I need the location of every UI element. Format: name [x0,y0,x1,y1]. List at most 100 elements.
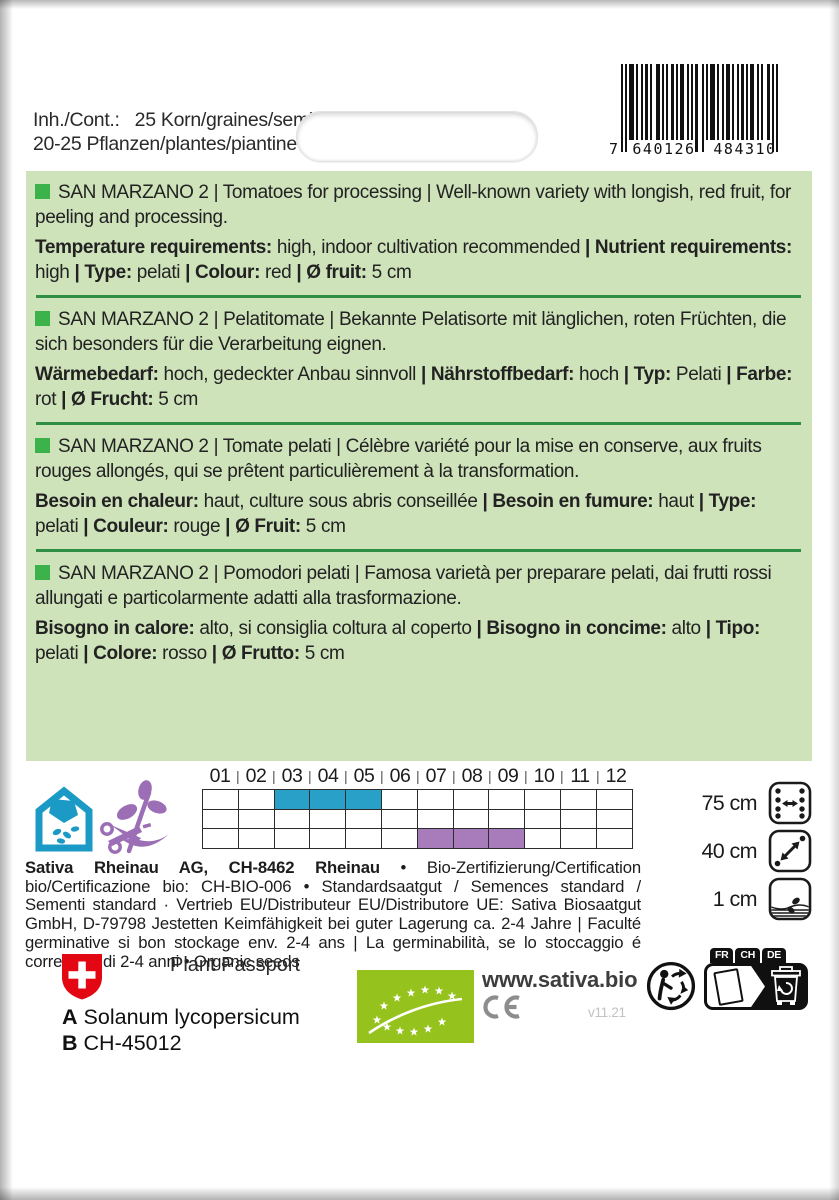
calendar-cell [237,808,275,829]
calendar-cell [595,789,633,810]
month-label: 07 [425,765,447,787]
calendar-cell [202,808,239,829]
sowing-calendar: 01 | 02 | 03 | 04 | 05 | 06 | 07 | 08 | 09 | 10 | 11 | 12 [202,764,634,849]
info-panel: SAN MARZANO 2 | Tomatoes for processing … [26,171,812,761]
month-label: 04 [317,765,339,787]
variety-title: SAN MARZANO 2 | Pomodori pelati | Famosa… [35,563,772,609]
barcode-digit-1: 7 [609,140,619,158]
calendar-cell [309,808,347,829]
section-divider [36,422,801,425]
month-label: 09 [497,765,519,787]
month-label: 01 [209,765,231,787]
calendar-row-sowing-under-cover [202,789,633,810]
calendar-cell [273,808,311,829]
month-label: 11 [570,765,590,787]
green-square-icon [35,184,50,199]
section-divider [36,549,801,552]
month-label: 02 [245,765,267,787]
variety-section: SAN MARZANO 2 | Pelatitomate | Bekannte … [35,307,802,412]
label-version: v11.21 [588,1005,626,1020]
variety-details: Wärmebedarf: hoch, gedeckter Anbau sinnv… [35,364,793,410]
row-distance-icon [768,781,812,825]
row-distance: 75 cm [655,781,812,825]
plant-distance-icon [768,829,812,873]
calendar-cell [559,789,597,810]
content-info: Inh./Cont.: 25 Korn/graines/semi 20-25 Pf… [33,108,313,156]
disposal-region-tabs: FR CH DE [704,948,808,963]
calendar-cell [273,828,311,849]
plant-distance: 40 cm [655,829,812,873]
month-label: 12 [605,765,627,787]
calendar-cell [345,789,382,810]
calendar-cell [345,808,382,829]
calendar-cell [309,828,347,849]
section-divider [36,295,801,298]
variety-title: SAN MARZANO 2 | Tomatoes for processing … [35,182,792,228]
month-label: 05 [353,765,375,787]
calendar-cell [416,789,454,810]
barcode-digits-left: 640126 [632,140,695,158]
variety-section: SAN MARZANO 2 | Tomatoes for processing … [35,180,802,285]
calendar-cell [524,789,561,810]
calendar-row-harvest [202,828,633,849]
calendar-cell [345,828,382,849]
variety-section: SAN MARZANO 2 | Tomate pelati | Célèbre … [35,434,802,539]
spacing-info: 75 cm 40 cm [655,781,812,925]
calendar-cell [452,808,490,829]
calendar-row-empty [202,808,633,829]
content-value-2: 20-25 Pflanzen/plantes/piantine [33,133,297,155]
waste-bin-icon [771,966,801,1005]
triman-recycling-icon [646,961,696,1011]
calendar-cell [309,789,347,810]
calendar-cell [202,789,239,810]
calendar-cell [488,789,526,810]
seed-packet-outline-icon [713,968,744,1006]
calendar-cell [380,789,418,810]
calendar-cell [273,789,311,810]
calendar-cell [488,808,526,829]
sowing-under-cover-icon [35,786,93,852]
calendar-cell [237,828,275,849]
calendar-grid [202,789,633,849]
right-edge-shadow [829,0,839,1200]
calendar-cell [237,789,275,810]
passport-a-label: A [62,1005,78,1029]
hang-hole [296,111,538,162]
month-label: 06 [389,765,411,787]
plant-passport-details: A Solanum lycopersicum B CH-45012 [62,1004,300,1056]
calendar-cell [559,828,597,849]
company-info: Sativa Rheinau AG, CH-8462 Rheinau • Bio… [25,858,641,971]
barcode-digits-right: 484310 [713,140,776,158]
swiss-coat-of-arms-icon [62,954,102,1000]
plant-distance-label: 40 cm [701,838,757,863]
left-edge-shadow [0,0,13,1200]
calendar-cell [452,789,490,810]
green-square-icon [35,438,50,453]
green-square-icon [35,565,50,580]
calendar-cell [488,828,526,849]
sowing-depth: 1 cm [655,877,812,921]
packaging-disposal-badge: FR CH DE [704,948,808,1011]
species-name: Solanum lycopersicum [83,1005,300,1029]
variety-details: Besoin en chaleur: haut, culture sous ab… [35,491,757,537]
content-label: Inh./Cont.: [33,109,120,131]
calendar-cell [202,828,239,849]
variety-section: SAN MARZANO 2 | Pomodori pelati | Famosa… [35,561,802,666]
packet-panel [707,966,765,1007]
variety-details: Bisogno in calore: alto, si consiglia co… [35,618,760,664]
website-url: www.sativa.bio [482,967,638,992]
passport-line-a: A Solanum lycopersicum [62,1004,300,1030]
month-label: 08 [461,765,483,787]
calendar-month-header: 01 | 02 | 03 | 04 | 05 | 06 | 07 | 08 | 09 | 10 | 11 | 12 [202,764,634,789]
calendar-cell [524,808,561,829]
eu-organic-logo [357,970,474,1043]
calendar-cell [452,828,490,849]
sowing-depth-icon [768,877,812,921]
green-square-icon [35,311,50,326]
plant-passport-title: Plant Passport [170,954,301,976]
disposal-badge-body [704,963,808,1010]
sowing-depth-label: 1 cm [712,886,758,911]
variety-title: SAN MARZANO 2 | Pelatitomate | Bekannte … [35,309,787,355]
variety-title: SAN MARZANO 2 | Tomate pelati | Célèbre … [35,436,762,482]
